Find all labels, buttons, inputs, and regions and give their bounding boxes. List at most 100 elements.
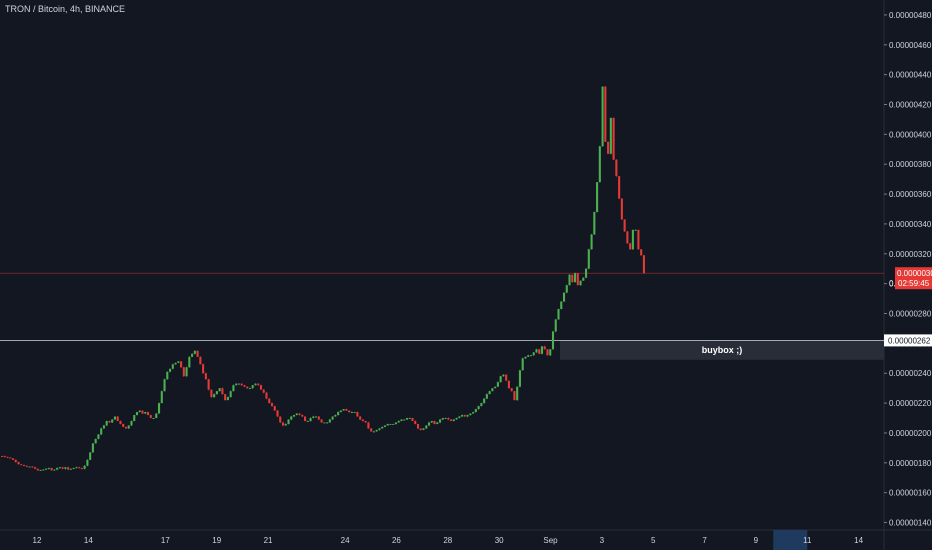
candle-body[interactable]	[105, 421, 108, 426]
candle-body[interactable]	[631, 229, 634, 250]
candle-body[interactable]	[386, 424, 389, 426]
candle-body[interactable]	[86, 459, 89, 466]
candle-body[interactable]	[149, 415, 152, 419]
candle-body[interactable]	[185, 367, 188, 377]
candle-body[interactable]	[138, 410, 141, 413]
candle-body[interactable]	[207, 379, 210, 390]
candle-body[interactable]	[507, 380, 510, 389]
candle-body[interactable]	[345, 409, 348, 411]
candle-body[interactable]	[276, 410, 279, 417]
candle-body[interactable]	[152, 418, 155, 419]
candle-body[interactable]	[9, 457, 12, 459]
candle-body[interactable]	[6, 456, 9, 458]
candle-body[interactable]	[72, 468, 75, 469]
candle-body[interactable]	[414, 421, 417, 424]
candle-body[interactable]	[160, 391, 163, 404]
candle-body[interactable]	[571, 274, 574, 283]
candle-body[interactable]	[356, 412, 359, 417]
candle-body[interactable]	[516, 386, 519, 401]
candle-body[interactable]	[480, 403, 483, 407]
candle-body[interactable]	[221, 388, 224, 395]
candle-body[interactable]	[433, 421, 436, 424]
candle-body[interactable]	[331, 416, 334, 420]
candle-body[interactable]	[463, 415, 466, 417]
candle-body[interactable]	[562, 292, 566, 302]
candle-body[interactable]	[585, 268, 588, 278]
candle-body[interactable]	[284, 424, 287, 426]
candle-body[interactable]	[549, 349, 552, 356]
candle-body[interactable]	[193, 350, 196, 354]
candle-body[interactable]	[56, 468, 59, 470]
candle-body[interactable]	[568, 274, 571, 286]
candle-body[interactable]	[430, 421, 433, 423]
candle-body[interactable]	[69, 468, 72, 470]
candle-body[interactable]	[510, 388, 513, 392]
candle-body[interactable]	[75, 467, 78, 469]
candle-body[interactable]	[323, 422, 326, 424]
candle-body[interactable]	[28, 466, 31, 468]
candle-body[interactable]	[182, 367, 185, 377]
candle-body[interactable]	[25, 465, 28, 467]
candle-body[interactable]	[262, 389, 265, 393]
candle-body[interactable]	[394, 422, 398, 424]
candle-body[interactable]	[270, 403, 274, 407]
candle-body[interactable]	[22, 465, 26, 466]
candle-body[interactable]	[375, 429, 378, 432]
candle-body[interactable]	[438, 419, 442, 423]
candle-body[interactable]	[400, 419, 403, 422]
candle-body[interactable]	[615, 159, 618, 177]
candle-body[interactable]	[339, 410, 342, 413]
candle-body[interactable]	[502, 374, 505, 377]
candle-body[interactable]	[248, 388, 251, 390]
candle-body[interactable]	[312, 416, 315, 419]
candle-body[interactable]	[17, 462, 20, 465]
candle-body[interactable]	[477, 406, 480, 410]
candle-body[interactable]	[444, 418, 447, 419]
candle-body[interactable]	[240, 383, 243, 386]
candle-body[interactable]	[287, 419, 290, 424]
candle-body[interactable]	[180, 361, 183, 368]
candle-body[interactable]	[579, 280, 582, 286]
candle-body[interactable]	[436, 422, 439, 424]
candle-body[interactable]	[309, 418, 312, 422]
candle-body[interactable]	[361, 419, 364, 422]
candle-body[interactable]	[102, 425, 105, 429]
candle-body[interactable]	[246, 386, 249, 389]
candle-body[interactable]	[543, 346, 546, 350]
candle-body[interactable]	[494, 386, 497, 389]
candle-body[interactable]	[505, 374, 508, 381]
candle-body[interactable]	[45, 468, 48, 470]
candle-body[interactable]	[573, 273, 577, 283]
candle-body[interactable]	[155, 413, 158, 419]
candle-body[interactable]	[637, 229, 640, 250]
candle-body[interactable]	[593, 212, 596, 235]
candle-body[interactable]	[582, 277, 585, 281]
candle-body[interactable]	[618, 176, 621, 199]
candle-body[interactable]	[224, 394, 227, 401]
candle-body[interactable]	[342, 409, 345, 411]
candle-body[interactable]	[133, 415, 136, 422]
candle-body[interactable]	[601, 86, 604, 147]
candle-body[interactable]	[3, 456, 6, 457]
candle-body[interactable]	[215, 391, 218, 395]
candle-body[interactable]	[232, 385, 235, 392]
candle-body[interactable]	[554, 319, 557, 332]
candle-body[interactable]	[53, 469, 56, 471]
candle-body[interactable]	[469, 413, 472, 416]
candle-body[interactable]	[620, 198, 623, 220]
candle-body[interactable]	[626, 231, 629, 244]
candle-body[interactable]	[527, 355, 530, 357]
candle-body[interactable]	[397, 421, 400, 423]
candle-body[interactable]	[634, 229, 637, 231]
candle-body[interactable]	[64, 467, 67, 469]
candle-body[interactable]	[83, 465, 86, 469]
candle-body[interactable]	[279, 416, 282, 423]
candle-body[interactable]	[422, 428, 425, 430]
candle-body[interactable]	[130, 421, 133, 426]
candle-body[interactable]	[47, 468, 50, 469]
candle-body[interactable]	[378, 428, 381, 430]
candle-body[interactable]	[640, 249, 643, 256]
candle-body[interactable]	[408, 418, 411, 419]
candle-body[interactable]	[254, 383, 257, 386]
